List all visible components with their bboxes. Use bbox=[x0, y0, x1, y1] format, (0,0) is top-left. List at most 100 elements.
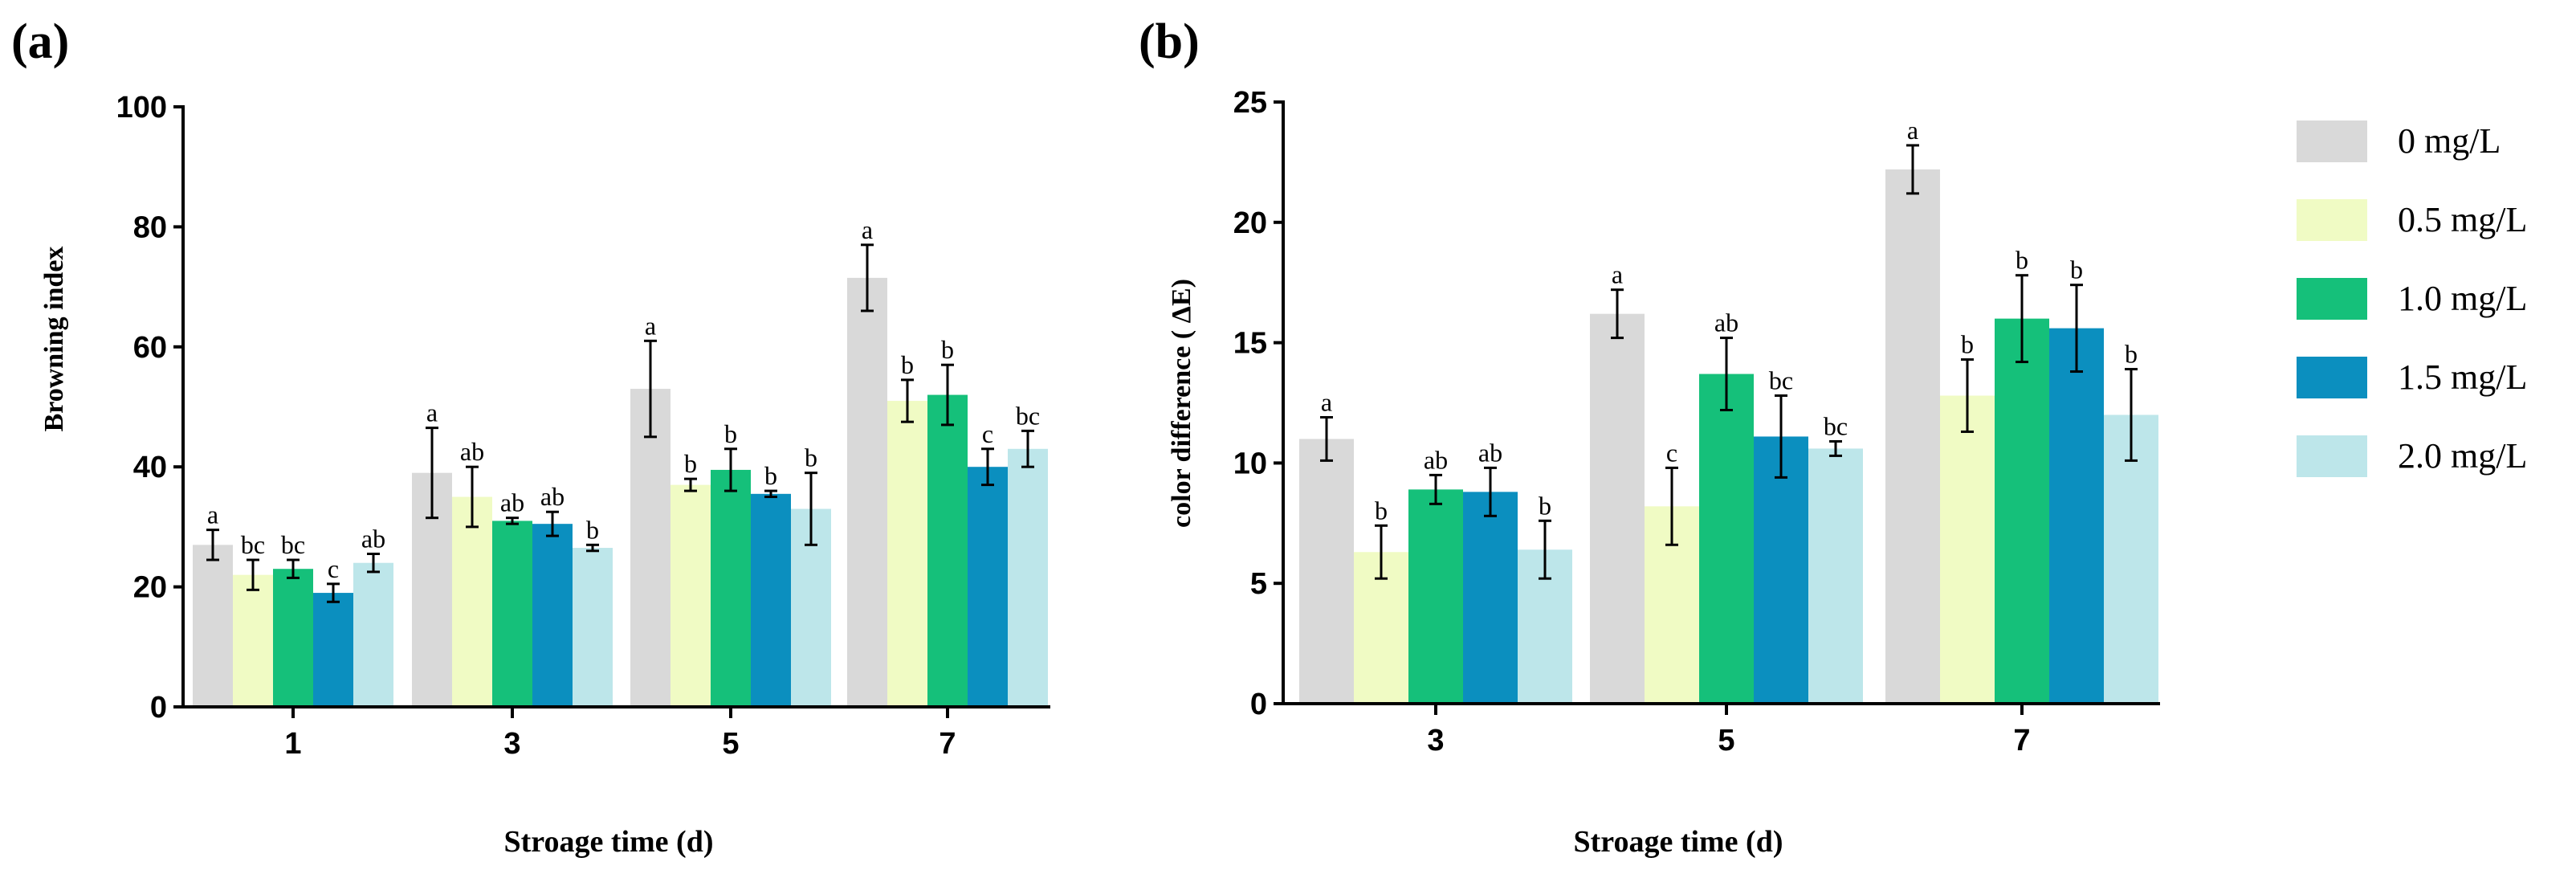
panel-b-error-bar bbox=[2070, 284, 2083, 374]
legend-item: 0.5 mg/L bbox=[2297, 199, 2527, 241]
panel-b-x-tick-label: 5 bbox=[1718, 724, 1734, 757]
panel-a-error-bar bbox=[805, 472, 817, 546]
panel-a-significance-letter: a bbox=[426, 398, 438, 427]
panel-a-y-tick-label: 0 bbox=[150, 691, 167, 725]
panel-a-significance-letter: ab bbox=[500, 488, 524, 517]
panel-b-error-bar bbox=[1906, 144, 1919, 195]
legend-item: 1.5 mg/L bbox=[2297, 357, 2527, 398]
panel-a-error-bar bbox=[861, 243, 874, 312]
panel-b-significance-letter: b bbox=[2070, 255, 2083, 284]
panel-a-y-axis-title: Browning index bbox=[39, 247, 69, 432]
panel-a-y-tick-label: 40 bbox=[133, 451, 167, 484]
panel-a-error-bar bbox=[684, 477, 697, 492]
panel-b-y-tick-label: 15 bbox=[1233, 327, 1267, 361]
panel-b-significance-letter: a bbox=[1321, 387, 1332, 416]
legend-label: 2.0 mg/L bbox=[2398, 436, 2527, 476]
legend-swatch bbox=[2297, 278, 2367, 320]
panel-a-significance-letter: b bbox=[586, 515, 599, 544]
panel-a-bar bbox=[711, 469, 751, 707]
panel-a-significance-letter: ab bbox=[361, 525, 385, 553]
panel-b-significance-letter: b bbox=[1375, 496, 1388, 525]
panel-a-significance-letter: bc bbox=[241, 530, 265, 559]
panel-a-significance-letter: c bbox=[982, 419, 993, 448]
panel-a-error-bar bbox=[546, 510, 559, 537]
panel-b-y-tick-label: 25 bbox=[1233, 86, 1267, 120]
panel-b-error-bar bbox=[1484, 466, 1497, 517]
panel-b-significance-letter: bc bbox=[1824, 411, 1848, 440]
panel-b-significance-letter: ab bbox=[1424, 445, 1448, 474]
panel-a-x-tick-label: 7 bbox=[939, 727, 956, 761]
panel-a-significance-letter: bc bbox=[1016, 401, 1040, 430]
panel-a-bar bbox=[353, 562, 393, 707]
panel-b-significance-letter: b bbox=[2125, 340, 2138, 369]
panel-a-error-bar bbox=[426, 427, 438, 520]
panel-b-bar bbox=[2104, 414, 2158, 704]
panel-a-significance-letter: b bbox=[684, 449, 697, 478]
panel-a-bar bbox=[1008, 448, 1048, 707]
panel-a-error-bar bbox=[327, 582, 340, 603]
panel-b-significance-letter: ab bbox=[1714, 308, 1738, 337]
panel-a-significance-letter: bc bbox=[281, 530, 305, 559]
panel-b-bar bbox=[1463, 492, 1518, 704]
panel-a-x-tick-label: 5 bbox=[722, 727, 739, 761]
panel-b-significance-letter: b bbox=[2016, 246, 2028, 275]
panel-b-bar bbox=[1940, 395, 1995, 704]
legend-label: 1.0 mg/L bbox=[2398, 279, 2527, 318]
legend-swatch bbox=[2297, 435, 2367, 477]
panel-a-bar bbox=[273, 569, 313, 707]
legend-swatch bbox=[2297, 357, 2367, 398]
panel-b-error-bar bbox=[1665, 466, 1678, 546]
panel-b-error-bar bbox=[1539, 519, 1551, 580]
panel-a-bar bbox=[670, 484, 711, 707]
panel-a-y-tick-label: 80 bbox=[133, 210, 167, 244]
panel-b-bar bbox=[1699, 374, 1754, 704]
panel-a-bar bbox=[452, 496, 492, 707]
panel-b-error-bar bbox=[1429, 473, 1442, 505]
panel-b-error-bar bbox=[1320, 415, 1333, 462]
panel-a-bar bbox=[193, 545, 233, 707]
panel-a-error-bar bbox=[724, 447, 737, 492]
panel-a-error-bar bbox=[367, 553, 380, 574]
panel-a-significance-letter: ab bbox=[540, 482, 565, 511]
panel-a-error-bar bbox=[466, 465, 479, 529]
panel-b-bar bbox=[1885, 169, 1940, 704]
panel-a-bar bbox=[630, 389, 670, 707]
panel-b-x-axis-title: Stroage time (d) bbox=[1573, 825, 1783, 859]
panel-b-significance-letter: c bbox=[1666, 438, 1677, 467]
panel-a-bar bbox=[573, 548, 613, 707]
panel-a-error-bar bbox=[981, 447, 994, 487]
panel-a-bar bbox=[968, 467, 1008, 707]
panel-b-bar bbox=[1754, 436, 1808, 704]
panel-b-y-tick-label: 10 bbox=[1233, 447, 1267, 480]
panel-b-bar bbox=[2049, 328, 2104, 704]
panel-a-x-tick-label: 1 bbox=[284, 727, 301, 761]
panel-a-y-tick-label: 60 bbox=[133, 331, 167, 365]
panel-a-error-bar bbox=[506, 517, 519, 525]
panel-a-error-bar bbox=[287, 558, 300, 579]
panel-b-x-tick-label: 3 bbox=[1427, 724, 1444, 757]
legend-item: 0 mg/L bbox=[2297, 120, 2501, 162]
panel-b-significance-letter: a bbox=[1907, 116, 1918, 145]
panel-a-significance-letter: b bbox=[764, 461, 777, 490]
panel-b-error-bar bbox=[2125, 368, 2138, 462]
panel-b-significance-letter: b bbox=[1539, 491, 1551, 520]
panel-b-error-bar bbox=[1829, 439, 1842, 457]
legend: 0 mg/L 0.5 mg/L 1.0 mg/L 1.5 mg/L 2.0 mg/L bbox=[2297, 120, 2527, 477]
panel-b-error-bar bbox=[2016, 274, 2028, 364]
legend-label: 0.5 mg/L bbox=[2398, 200, 2527, 239]
legend-item: 1.0 mg/L bbox=[2297, 278, 2527, 320]
panel-b-y-tick-label: 20 bbox=[1233, 206, 1267, 240]
panel-b-label: (b) bbox=[1139, 14, 1200, 69]
panel-a-significance-letter: b bbox=[901, 350, 914, 379]
panel-b-significance-letter: b bbox=[1961, 330, 1974, 359]
panel-b-error-bar bbox=[1775, 394, 1787, 479]
panel-a-error-bar bbox=[764, 489, 777, 499]
panel-b-significance-letter: a bbox=[1612, 260, 1623, 289]
panel-a-error-bar bbox=[206, 529, 219, 561]
panel-b-bar bbox=[1808, 448, 1863, 704]
panel-b-error-bar bbox=[1961, 358, 1974, 433]
panel-a-bar bbox=[927, 394, 968, 707]
panel-a-error-bar bbox=[1021, 429, 1034, 468]
